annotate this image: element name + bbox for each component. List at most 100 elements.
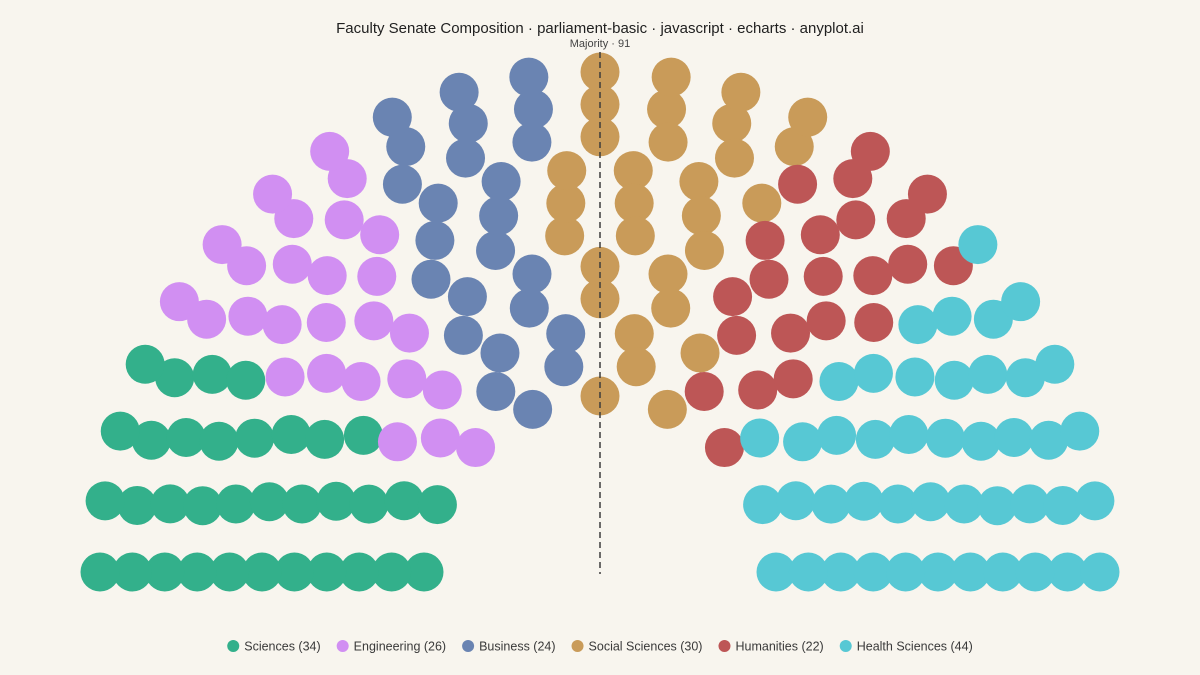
seat-humanities — [745, 220, 785, 260]
legend-item-sciences[interactable]: Sciences (34) — [227, 640, 321, 654]
seat-business — [382, 164, 422, 204]
seat-health-sciences — [1080, 552, 1120, 592]
seat-social-sciences — [546, 183, 586, 223]
legend-marker — [571, 640, 584, 652]
seat-social-sciences — [648, 122, 688, 162]
seat-business — [415, 220, 455, 260]
seat-humanities — [738, 370, 778, 410]
seat-engineering — [422, 370, 462, 410]
seat-sciences — [316, 481, 356, 521]
seat-sciences — [100, 411, 140, 451]
seat-sciences — [192, 354, 232, 394]
seat-humanities — [803, 256, 843, 296]
seat-social-sciences — [614, 183, 654, 223]
legend-item-health-sciences[interactable]: Health Sciences (44) — [839, 640, 973, 654]
seat-sciences — [112, 552, 152, 592]
seat-engineering — [324, 200, 364, 240]
seat-business — [386, 127, 426, 167]
seat-sciences — [210, 552, 250, 592]
legend-marker — [718, 640, 731, 652]
seat-health-sciences — [788, 552, 828, 592]
legend-marker — [839, 640, 852, 652]
legend-item-business[interactable]: Business (24) — [462, 640, 556, 654]
seat-social-sciences — [742, 183, 782, 223]
seat-sciences — [216, 484, 256, 524]
seat-sciences — [117, 485, 157, 525]
seat-sciences — [307, 552, 347, 592]
seat-health-sciences — [776, 481, 816, 521]
seat-business — [509, 57, 549, 97]
seat-social-sciences — [615, 216, 655, 256]
seat-health-sciences — [1043, 485, 1083, 525]
seat-health-sciences — [783, 422, 823, 462]
seat-social-sciences — [712, 103, 752, 143]
legend-label: Business (24) — [479, 640, 555, 654]
seat-engineering — [159, 282, 199, 322]
seat-health-sciences — [983, 552, 1023, 592]
seat-health-sciences — [898, 305, 938, 345]
seat-humanities — [836, 200, 876, 240]
seat-humanities — [888, 244, 928, 284]
seat-social-sciences — [788, 97, 828, 137]
legend-marker — [227, 640, 240, 652]
legend-marker — [462, 640, 475, 652]
seat-business — [479, 196, 519, 236]
seat-health-sciences — [895, 357, 935, 397]
seat-humanities — [773, 359, 813, 399]
seat-health-sciences — [911, 482, 951, 522]
legend-label: Sciences (34) — [244, 640, 320, 654]
seat-engineering — [265, 357, 305, 397]
seat-engineering — [310, 131, 350, 171]
legend-item-social-sciences[interactable]: Social Sciences (30) — [571, 640, 703, 654]
seat-business — [476, 231, 516, 271]
seat-humanities — [704, 428, 744, 468]
seat-sciences — [125, 344, 165, 384]
seat-humanities — [853, 256, 893, 296]
seat-sciences — [343, 415, 383, 455]
legend-item-humanities[interactable]: Humanities (22) — [718, 640, 824, 654]
seat-business — [446, 138, 486, 178]
seat-health-sciences — [886, 552, 926, 592]
legend-label: Health Sciences (44) — [857, 640, 973, 654]
seat-engineering — [272, 244, 312, 284]
seat-business — [411, 259, 451, 299]
seat-health-sciences — [1048, 552, 1088, 592]
seat-health-sciences — [1075, 481, 1115, 521]
seat-business — [509, 288, 549, 328]
majority-label: Majority · 91 — [570, 38, 631, 50]
seat-business — [439, 72, 479, 112]
seat-health-sciences — [878, 484, 918, 524]
seat-social-sciences — [580, 279, 620, 319]
seat-health-sciences — [743, 485, 783, 525]
seat-health-sciences — [821, 552, 861, 592]
seat-social-sciences — [647, 89, 687, 129]
legend-item-engineering[interactable]: Engineering (26) — [336, 640, 446, 654]
seat-health-sciences — [950, 552, 990, 592]
seat-sciences — [145, 552, 185, 592]
legend-label: Social Sciences (30) — [589, 640, 703, 654]
legend-marker — [336, 640, 349, 652]
seat-health-sciences — [968, 354, 1008, 394]
seat-social-sciences — [679, 162, 719, 202]
seat-engineering — [389, 313, 429, 353]
seat-social-sciences — [714, 138, 754, 178]
seat-health-sciences — [994, 418, 1034, 458]
seat-business — [513, 389, 553, 429]
seat-engineering — [357, 256, 397, 296]
seat-social-sciences — [613, 151, 653, 191]
seat-engineering — [456, 428, 496, 468]
seat-sciences — [282, 484, 322, 524]
seat-health-sciences — [844, 481, 884, 521]
legend: Sciences (34) Engineering (26) Business (2… — [227, 640, 973, 654]
seat-social-sciences — [614, 314, 654, 354]
seat-business — [512, 254, 552, 294]
seat-health-sciences — [756, 552, 796, 592]
legend-label: Humanities (22) — [735, 640, 823, 654]
seat-sciences — [349, 484, 389, 524]
seat-social-sciences — [647, 389, 687, 429]
seat-business — [372, 97, 412, 137]
seat-humanities — [717, 315, 757, 355]
seat-humanities — [800, 215, 840, 255]
